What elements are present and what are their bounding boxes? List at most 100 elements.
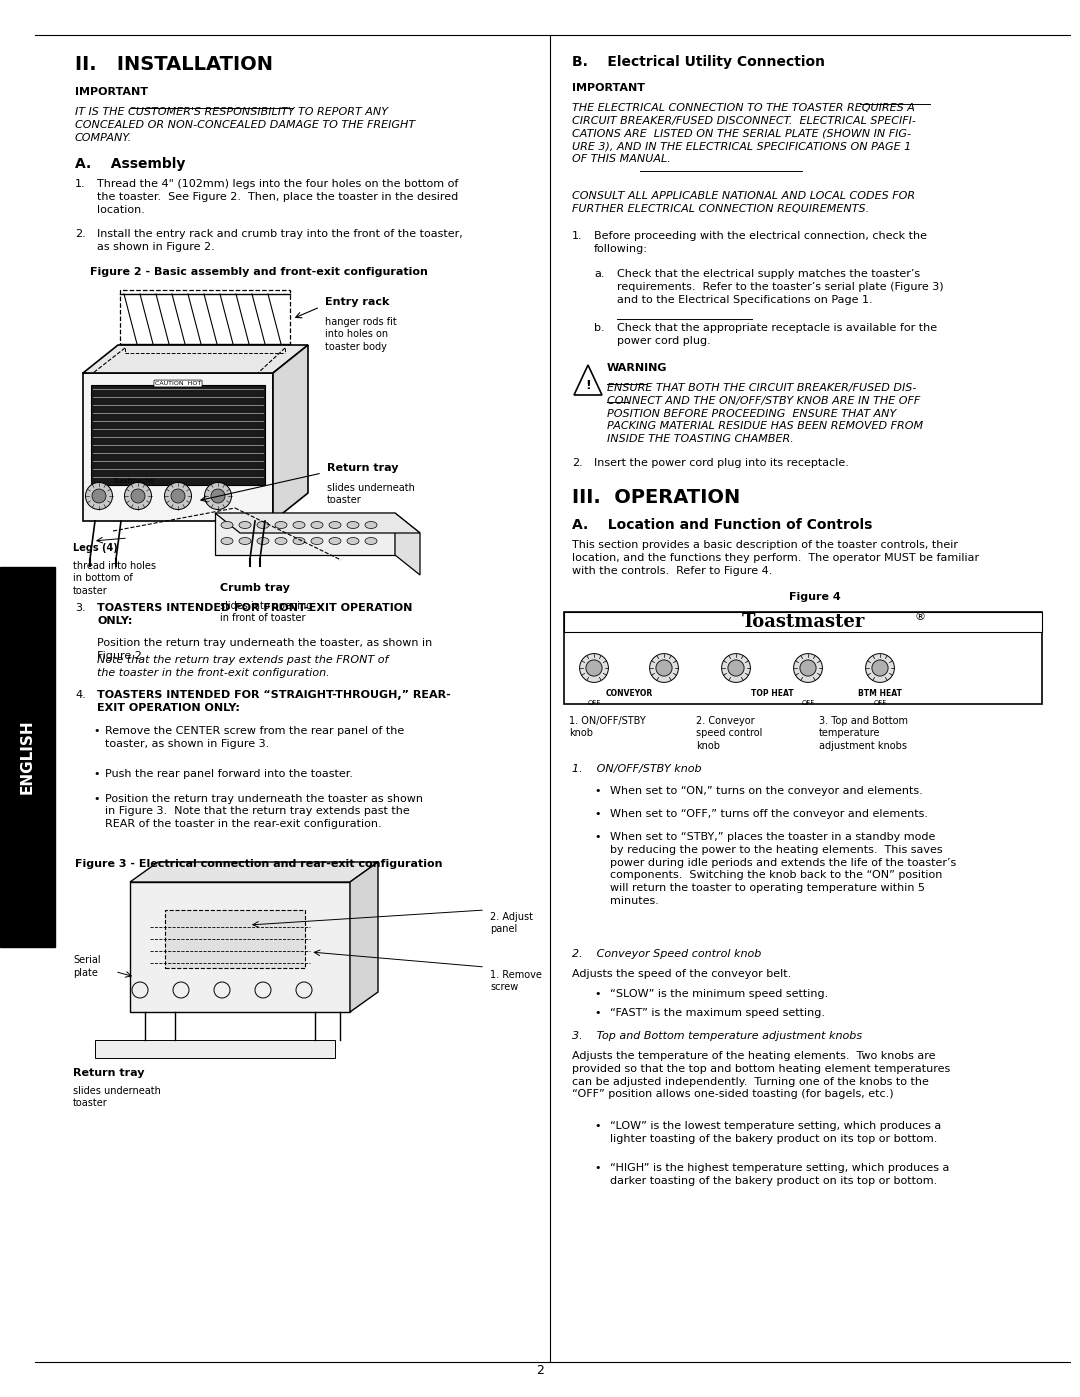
Text: 3.: 3.: [75, 604, 85, 613]
Text: Before proceeding with the electrical connection, check the
following:: Before proceeding with the electrical co…: [594, 231, 927, 254]
Text: •: •: [93, 726, 99, 736]
Circle shape: [872, 659, 888, 676]
Text: “FAST” is the maximum speed setting.: “FAST” is the maximum speed setting.: [610, 1009, 825, 1018]
Text: 1.    ON/OFF/STBY knob: 1. ON/OFF/STBY knob: [572, 764, 702, 774]
Text: 3.    Top and Bottom temperature adjustment knobs: 3. Top and Bottom temperature adjustment…: [572, 1031, 862, 1041]
Text: OFF: OFF: [874, 700, 887, 705]
Circle shape: [580, 654, 608, 682]
Circle shape: [794, 654, 822, 682]
Bar: [564, 612, 1042, 704]
Text: Figure 4: Figure 4: [789, 592, 841, 602]
Ellipse shape: [239, 521, 251, 528]
Circle shape: [164, 482, 191, 510]
Ellipse shape: [257, 538, 269, 545]
Text: II.   INSTALLATION: II. INSTALLATION: [75, 54, 273, 74]
Text: TOASTERS INTENDED FOR “STRAIGHT-THROUGH,” REAR-
EXIT OPERATION ONLY:: TOASTERS INTENDED FOR “STRAIGHT-THROUGH,…: [97, 690, 450, 712]
Ellipse shape: [365, 521, 377, 528]
Ellipse shape: [275, 521, 287, 528]
Text: TOASTERS INTENDED FOR FRONT-EXIT OPERATION
ONLY:: TOASTERS INTENDED FOR FRONT-EXIT OPERATI…: [97, 604, 413, 626]
Ellipse shape: [311, 538, 323, 545]
Text: “LOW” is the lowest temperature setting, which produces a
lighter toasting of th: “LOW” is the lowest temperature setting,…: [610, 1120, 942, 1144]
Text: Toastmaster: Toastmaster: [113, 478, 156, 483]
Text: CAUTION  HOT: CAUTION HOT: [154, 381, 201, 386]
Text: OFF: OFF: [588, 700, 600, 705]
Text: “SLOW” is the minimum speed setting.: “SLOW” is the minimum speed setting.: [610, 989, 828, 999]
Text: Check that the appropriate receptacle is available for the
power cord plug.: Check that the appropriate receptacle is…: [617, 323, 937, 346]
Text: !: !: [585, 379, 591, 391]
Ellipse shape: [221, 521, 233, 528]
Polygon shape: [395, 513, 420, 576]
Polygon shape: [83, 345, 308, 373]
Text: THE ELECTRICAL CONNECTION TO THE TOASTER REQUIRES A
CIRCUIT BREAKER/FUSED DISCON: THE ELECTRICAL CONNECTION TO THE TOASTER…: [572, 103, 916, 165]
Ellipse shape: [347, 521, 359, 528]
Text: Figure 2 - Basic assembly and front-exit configuration: Figure 2 - Basic assembly and front-exit…: [90, 267, 428, 277]
Text: •: •: [93, 793, 99, 803]
Text: Return tray: Return tray: [327, 462, 399, 474]
Polygon shape: [273, 345, 308, 521]
Bar: [564, 612, 1042, 631]
Circle shape: [211, 489, 225, 503]
Circle shape: [85, 482, 112, 510]
Polygon shape: [350, 862, 378, 1011]
Text: 1.: 1.: [75, 179, 85, 189]
Text: CONVEYOR: CONVEYOR: [606, 689, 652, 698]
Text: Entry rack: Entry rack: [325, 298, 390, 307]
Text: B.    Electrical Utility Connection: B. Electrical Utility Connection: [572, 54, 825, 68]
Ellipse shape: [221, 538, 233, 545]
Bar: [91, 386, 265, 485]
Text: Toastmaster: Toastmaster: [741, 613, 865, 631]
Circle shape: [865, 654, 894, 682]
Text: a.: a.: [594, 270, 605, 279]
Text: TOP HEAT: TOP HEAT: [751, 689, 794, 698]
Bar: [165, 909, 305, 968]
Polygon shape: [215, 513, 420, 534]
Text: Adjusts the temperature of the heating elements.  Two knobs are
provided so that: Adjusts the temperature of the heating e…: [572, 1051, 950, 1099]
Text: This section provides a basic description of the toaster controls, their
locatio: This section provides a basic descriptio…: [572, 541, 980, 576]
Text: IT IS THE CUSTOMER'S RESPONSIBILITY TO REPORT ANY
CONCEALED OR NON-CONCEALED DAM: IT IS THE CUSTOMER'S RESPONSIBILITY TO R…: [75, 108, 415, 142]
Text: III.  OPERATION: III. OPERATION: [572, 488, 740, 507]
Circle shape: [649, 654, 678, 682]
Text: •: •: [594, 1009, 600, 1018]
Text: slides into opening
in front of toaster: slides into opening in front of toaster: [220, 601, 312, 623]
Text: Insert the power cord plug into its receptacle.: Insert the power cord plug into its rece…: [594, 458, 849, 468]
Text: hanger rods fit
into holes on
toaster body: hanger rods fit into holes on toaster bo…: [325, 317, 396, 352]
Text: •: •: [594, 809, 600, 819]
Text: ENSURE THAT BOTH THE CIRCUIT BREAKER/FUSED DIS-
CONNECT AND THE ON/OFF/STBY KNOB: ENSURE THAT BOTH THE CIRCUIT BREAKER/FUS…: [607, 383, 923, 444]
Text: BTM HEAT: BTM HEAT: [859, 689, 902, 698]
Text: Return tray: Return tray: [73, 1067, 145, 1078]
Text: OFF: OFF: [801, 700, 814, 705]
Text: Note that the return tray extends past the FRONT of
the toaster in the front-exi: Note that the return tray extends past t…: [97, 655, 389, 678]
Ellipse shape: [257, 521, 269, 528]
Text: 1.: 1.: [572, 231, 582, 242]
Text: Check that the electrical supply matches the toaster’s
requirements.  Refer to t: Check that the electrical supply matches…: [617, 270, 944, 305]
Text: A.    Location and Function of Controls: A. Location and Function of Controls: [572, 518, 873, 532]
Ellipse shape: [311, 521, 323, 528]
Ellipse shape: [293, 521, 305, 528]
Circle shape: [585, 659, 603, 676]
Bar: [0, 567, 55, 947]
Text: •: •: [594, 787, 600, 796]
Text: ENGLISH: ENGLISH: [21, 719, 35, 795]
Text: IMPORTANT: IMPORTANT: [75, 87, 148, 96]
Text: Remove the CENTER screw from the rear panel of the
toaster, as shown in Figure 3: Remove the CENTER screw from the rear pa…: [105, 726, 404, 749]
Text: 2. Adjust
panel: 2. Adjust panel: [490, 912, 534, 935]
Text: slides underneath
toaster: slides underneath toaster: [327, 483, 415, 506]
Circle shape: [204, 482, 231, 510]
Text: Legs (4): Legs (4): [73, 543, 118, 553]
Text: Adjusts the speed of the conveyor belt.: Adjusts the speed of the conveyor belt.: [572, 970, 792, 979]
Text: •: •: [594, 989, 600, 999]
Text: When set to “ON,” turns on the conveyor and elements.: When set to “ON,” turns on the conveyor …: [610, 787, 922, 796]
Text: 1. ON/OFF/STBY
knob: 1. ON/OFF/STBY knob: [569, 717, 646, 739]
Circle shape: [131, 489, 145, 503]
Ellipse shape: [329, 538, 341, 545]
Text: •: •: [93, 768, 99, 780]
Text: Position the return tray underneath the toaster as shown
in Figure 3.  Note that: Position the return tray underneath the …: [105, 793, 423, 828]
Text: Figure 3 - Electrical connection and rear-exit configuration: Figure 3 - Electrical connection and rea…: [75, 859, 443, 869]
Ellipse shape: [347, 538, 359, 545]
Text: Install the entry rack and crumb tray into the front of the toaster,
as shown in: Install the entry rack and crumb tray in…: [97, 229, 462, 251]
Circle shape: [92, 489, 106, 503]
Text: 4.: 4.: [75, 690, 85, 700]
Text: WARNING: WARNING: [607, 363, 667, 373]
Text: Crumb tray: Crumb tray: [220, 583, 289, 592]
Ellipse shape: [329, 521, 341, 528]
